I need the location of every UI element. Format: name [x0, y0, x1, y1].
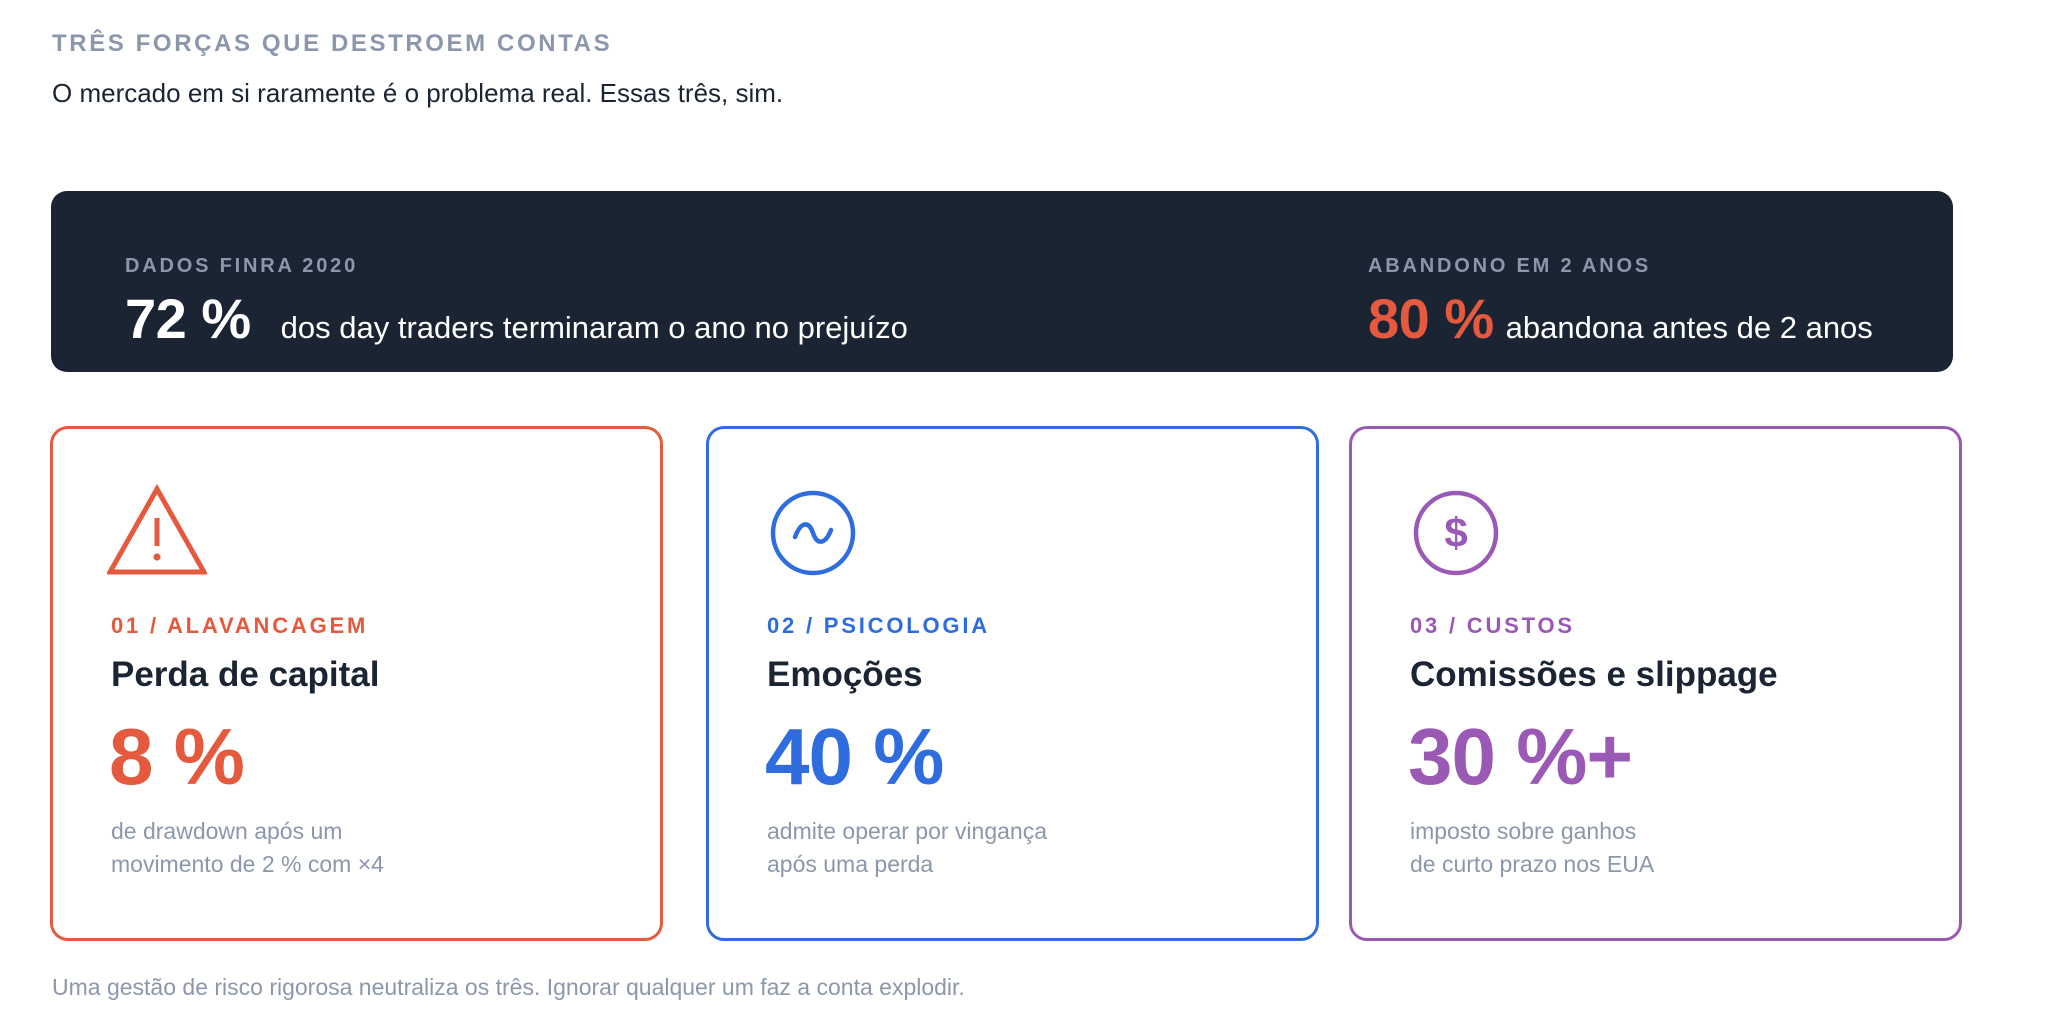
card-note-line: de drawdown após um	[111, 818, 343, 844]
card-costs: $ 03 / CUSTOS Comissões e slippage 30 %+…	[1349, 426, 1962, 941]
card-note-line: admite operar por vingança	[767, 818, 1047, 844]
card-title: Perda de capital	[111, 655, 380, 694]
footer-note: Uma gestão de risco rigorosa neutraliza …	[52, 974, 965, 1000]
card-note-line: imposto sobre ganhos	[1410, 818, 1637, 844]
stat-label: ABANDONO EM 2 ANOS	[1368, 255, 1652, 277]
card-tag: 03 / CUSTOS	[1410, 613, 1575, 638]
stats-banner: DADOS FINRA 2020 72 % dos day traders te…	[51, 191, 1953, 372]
card-metric: 30 %+	[1408, 712, 1633, 801]
stat-abandonment: ABANDONO EM 2 ANOS 80 % abandona antes d…	[1368, 255, 1873, 351]
dollar-circle-icon: $	[1406, 483, 1506, 583]
card-note-line: movimento de 2 % com ×4	[111, 851, 384, 877]
stat-value: 72 %	[125, 287, 251, 350]
card-note: imposto sobre ganhos de curto prazo nos …	[1410, 815, 1830, 881]
warning-triangle-icon	[105, 483, 209, 583]
card-tag: 01 / ALAVANCAGEM	[111, 613, 369, 638]
card-metric: 40 %	[765, 712, 944, 801]
section-eyebrow: TRÊS FORÇAS QUE DESTROEM CONTAS	[52, 30, 613, 57]
section-subtitle: O mercado em si raramente é o problema r…	[52, 78, 784, 108]
card-psychology: 02 / PSICOLOGIA Emoções 40 % admite oper…	[706, 426, 1319, 941]
card-note-line: após uma perda	[767, 851, 934, 877]
stat-label: DADOS FINRA 2020	[125, 255, 358, 277]
card-metric: 8 %	[109, 712, 245, 801]
card-tag: 02 / PSICOLOGIA	[767, 613, 990, 638]
stat-value: 80 %	[1368, 287, 1494, 350]
card-title: Comissões e slippage	[1410, 655, 1778, 694]
card-leverage: 01 / ALAVANCAGEM Perda de capital 8 % de…	[50, 426, 663, 941]
force-cards: 01 / ALAVANCAGEM Perda de capital 8 % de…	[50, 426, 1962, 941]
card-note-line: de curto prazo nos EUA	[1410, 851, 1655, 877]
card-note: admite operar por vingança após uma perd…	[767, 815, 1187, 881]
svg-text:$: $	[1444, 509, 1467, 556]
stat-description: dos day traders terminaram o ano no prej…	[280, 310, 908, 345]
card-note: de drawdown após um movimento de 2 % com…	[111, 815, 531, 881]
stat-finra: DADOS FINRA 2020 72 % dos day traders te…	[125, 255, 908, 351]
wave-circle-icon	[763, 483, 863, 583]
stat-description: abandona antes de 2 anos	[1505, 310, 1873, 345]
card-title: Emoções	[767, 655, 923, 694]
